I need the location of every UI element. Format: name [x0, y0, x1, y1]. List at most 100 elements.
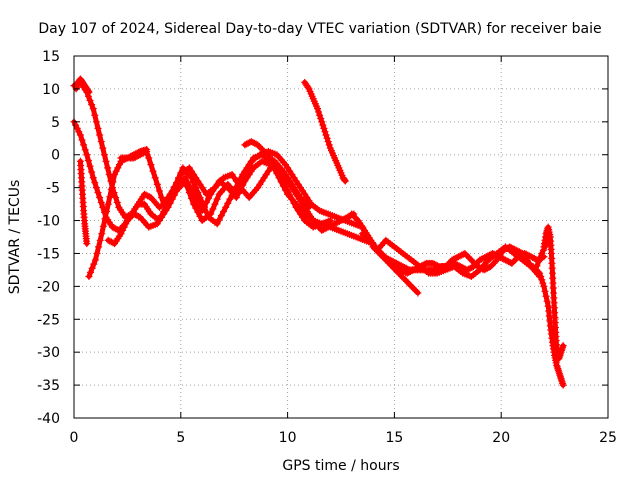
data-point: [319, 226, 327, 234]
data-point: [268, 156, 276, 164]
data-point: [97, 138, 105, 146]
data-point: [153, 220, 161, 228]
data-point: [380, 254, 388, 262]
data-point: [409, 284, 417, 292]
data-point: [234, 179, 242, 187]
data-point: [385, 259, 393, 267]
data-point: [196, 212, 204, 220]
data-point: [277, 178, 285, 186]
data-point: [465, 265, 473, 273]
data-point: [315, 108, 323, 116]
data-point: [320, 124, 328, 132]
data-point: [459, 250, 467, 258]
data-point: [104, 200, 112, 208]
data-point: [90, 260, 98, 268]
data-point: [168, 189, 176, 197]
data-point: [511, 256, 519, 264]
data-point: [335, 217, 343, 225]
data-point: [220, 207, 228, 215]
series-arc-14: [540, 223, 567, 363]
data-point: [270, 157, 278, 165]
data-point: [321, 128, 329, 136]
data-point: [115, 161, 123, 169]
data-point: [315, 223, 323, 231]
data-point: [500, 255, 508, 263]
data-point: [73, 124, 81, 132]
data-point: [324, 223, 332, 231]
data-point: [448, 256, 456, 264]
x-tick-label: 25: [599, 430, 617, 446]
data-point: [145, 193, 153, 201]
data-point: [487, 263, 495, 271]
data-point: [133, 149, 141, 157]
data-point: [106, 193, 114, 201]
data-point: [262, 149, 270, 157]
data-point: [529, 263, 537, 271]
data-point: [89, 174, 97, 182]
data-point: [559, 381, 567, 389]
data-point: [339, 216, 347, 224]
data-point: [83, 240, 91, 248]
data-point: [164, 198, 172, 206]
x-axis: 0 5 10 15 20 25: [70, 56, 617, 446]
data-point: [85, 272, 93, 280]
data-point: [365, 236, 373, 244]
data-point: [92, 118, 100, 126]
data-point: [414, 289, 422, 297]
data-point: [213, 195, 221, 203]
data-point: [96, 194, 104, 202]
data-point: [94, 124, 102, 132]
data-point: [86, 96, 94, 104]
data-point: [405, 268, 413, 276]
data-point: [123, 154, 131, 162]
data-point: [93, 249, 101, 257]
data-point: [399, 274, 407, 282]
data-point: [109, 178, 117, 186]
data-point: [342, 214, 350, 222]
data-point: [391, 266, 399, 274]
data-point: [255, 143, 263, 150]
data-point: [271, 159, 279, 167]
data-point: [313, 221, 321, 229]
data-point: [430, 260, 438, 268]
data-point: [388, 263, 396, 271]
data-point: [451, 254, 459, 262]
data-point: [131, 150, 139, 158]
data-point: [304, 83, 312, 91]
data-point: [83, 151, 91, 159]
data-point: [107, 185, 115, 193]
data-point: [106, 237, 114, 245]
data-point: [398, 272, 406, 280]
data-point: [113, 198, 121, 206]
data-point: [400, 268, 408, 276]
data-point: [450, 255, 458, 263]
data-point: [343, 213, 351, 221]
data-point: [362, 233, 370, 241]
data-point: [395, 269, 403, 277]
series-arc-3: [85, 147, 313, 280]
data-point: [322, 131, 330, 139]
data-point: [542, 292, 550, 300]
data-point: [543, 297, 551, 305]
data-point: [250, 139, 258, 147]
data-point: [408, 267, 416, 275]
data-point: [432, 261, 440, 269]
data-point: [369, 243, 377, 251]
series-arc-5: [72, 75, 93, 96]
data-point: [111, 170, 119, 178]
data-point: [538, 249, 546, 257]
data-point: [327, 221, 335, 229]
data-point: [222, 203, 230, 211]
data-point: [532, 266, 540, 274]
data-point: [411, 286, 419, 294]
data-point: [192, 204, 200, 212]
data-point: [321, 225, 329, 233]
x-tick-label: 20: [492, 430, 510, 446]
data-point: [382, 256, 390, 264]
y-tick-label: -25: [37, 312, 60, 328]
data-point: [363, 235, 371, 243]
data-point: [534, 268, 542, 276]
data-point: [102, 157, 110, 165]
data-point: [383, 258, 391, 266]
data-point: [501, 256, 509, 264]
